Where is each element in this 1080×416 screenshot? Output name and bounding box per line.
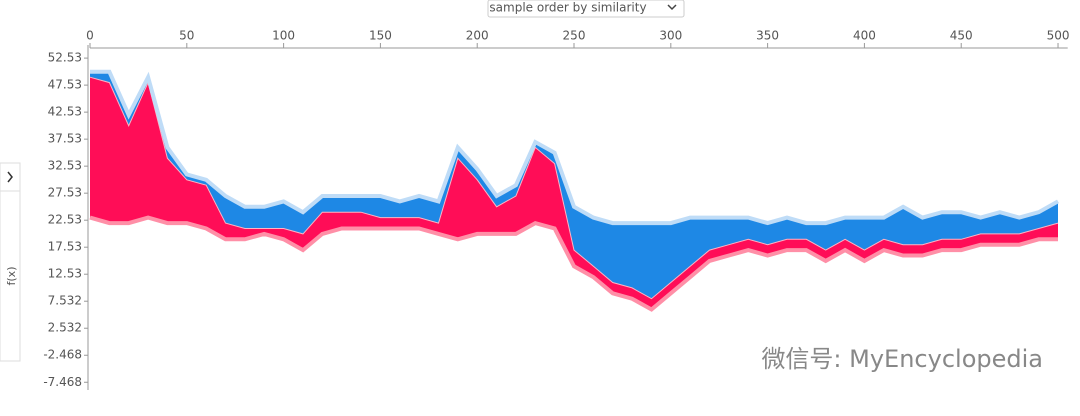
dropdown-label: sample order by similarity [489, 1, 646, 15]
y-tick-label: 37.53 [48, 132, 82, 146]
y-tick-label: 12.53 [48, 267, 82, 281]
y-tick-label: 32.53 [48, 159, 82, 173]
output-line [89, 76, 1059, 300]
x-tick-label: 250 [563, 29, 586, 43]
upper-edge [90, 69, 1059, 226]
x-tick-label: 300 [659, 29, 682, 43]
x-tick-label: 400 [853, 29, 876, 43]
y-tick-label: -7.468 [43, 375, 82, 389]
plot-area: 0 50 100 150 200 250 300 350 400 450 500 52.53 47.53… [43, 29, 1070, 390]
y-tick-label: 22.53 [48, 213, 82, 227]
side-panel [0, 190, 21, 362]
x-tick-label: 0 [86, 29, 94, 43]
positive-area [90, 77, 1058, 310]
y-tick-label: -2.468 [43, 348, 82, 362]
x-tick-label: 350 [756, 29, 779, 43]
negative-area [90, 71, 1058, 299]
x-tick-label: 150 [369, 29, 392, 43]
x-tick-label: 500 [1047, 29, 1070, 43]
y-tick-label: 42.53 [48, 105, 82, 119]
y-tick-label: 47.53 [48, 78, 82, 92]
y-tick-label: 2.532 [48, 321, 82, 335]
dropdown[interactable] [487, 0, 685, 18]
x-tick-label: 100 [272, 29, 295, 43]
side-label: f(x) [5, 267, 18, 286]
watermark: 微信号: MyEncyclopedia [761, 345, 1043, 373]
y-tick-label: 27.53 [48, 186, 82, 200]
y-tick-label: 52.53 [48, 51, 82, 65]
lower-edge [89, 215, 1058, 312]
y-tick-label: 7.532 [48, 294, 82, 308]
x-tick-label: 200 [466, 29, 489, 43]
x-tick-label: 450 [950, 29, 973, 43]
expand-icon [7, 171, 13, 183]
expand-button[interactable] [0, 162, 21, 192]
dropdown-arrow [667, 4, 677, 11]
y-tick-label: 17.53 [48, 240, 82, 254]
x-tick-label: 50 [179, 29, 194, 43]
